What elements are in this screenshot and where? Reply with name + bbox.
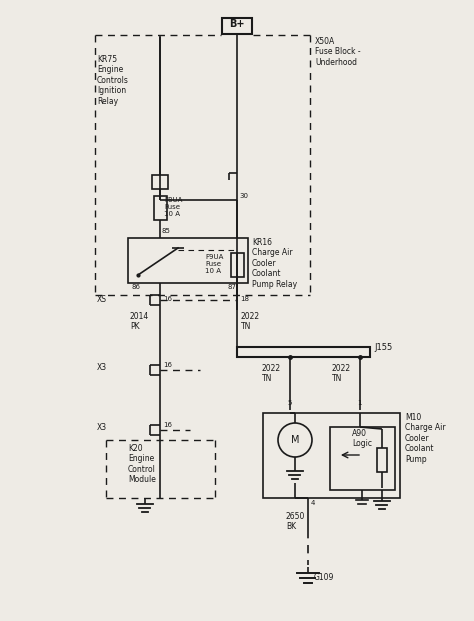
Bar [237, 347, 370, 357]
Text: 2022
TN: 2022 TN [332, 364, 351, 383]
Text: 16: 16 [163, 296, 172, 302]
Text: 1: 1 [357, 400, 362, 406]
Text: 2650
BK: 2650 BK [286, 512, 305, 532]
Text: KR75
Engine
Controls
Ignition
Relay: KR75 Engine Controls Ignition Relay [97, 55, 129, 106]
Text: XS: XS [97, 296, 107, 304]
Text: 2022
TN: 2022 TN [262, 364, 281, 383]
Text: 5: 5 [287, 400, 292, 406]
Bar [330, 427, 395, 490]
Bar [263, 413, 400, 498]
Text: J155: J155 [374, 343, 392, 353]
Text: M10
Charge Air
Cooler
Coolant
Pump: M10 Charge Air Cooler Coolant Pump [405, 413, 446, 464]
Bar [231, 253, 244, 277]
Text: A90
Logic: A90 Logic [352, 429, 372, 448]
Text: X50A
Fuse Block -
Underhood: X50A Fuse Block - Underhood [315, 37, 361, 67]
Text: F9UA
Fuse
10 A: F9UA Fuse 10 A [205, 254, 223, 274]
Text: B+: B+ [229, 19, 245, 29]
Text: 18: 18 [240, 296, 249, 302]
Text: F8UA
Fuse
10 A: F8UA Fuse 10 A [164, 197, 182, 217]
Text: 16: 16 [163, 362, 172, 368]
Text: K20
Engine
Control
Module: K20 Engine Control Module [128, 444, 156, 484]
Bar [152, 175, 168, 189]
Bar [128, 238, 248, 283]
Text: 2022
TN: 2022 TN [241, 312, 260, 332]
Text: KR16
Charge Air
Cooler
Coolant
Pump Relay: KR16 Charge Air Cooler Coolant Pump Rela… [252, 238, 297, 289]
Bar [222, 18, 252, 34]
Text: X3: X3 [97, 363, 107, 371]
Text: X3: X3 [97, 422, 107, 432]
Text: M: M [291, 435, 299, 445]
Text: 87: 87 [228, 284, 237, 290]
Text: 16: 16 [163, 422, 172, 428]
Text: 86: 86 [132, 284, 141, 290]
Text: G109: G109 [314, 573, 334, 581]
Bar [154, 196, 167, 220]
Text: 4: 4 [311, 500, 315, 506]
Bar [377, 448, 387, 472]
Text: 30: 30 [239, 193, 248, 199]
Text: 2014
PK: 2014 PK [130, 312, 149, 332]
Text: 85: 85 [162, 228, 171, 234]
